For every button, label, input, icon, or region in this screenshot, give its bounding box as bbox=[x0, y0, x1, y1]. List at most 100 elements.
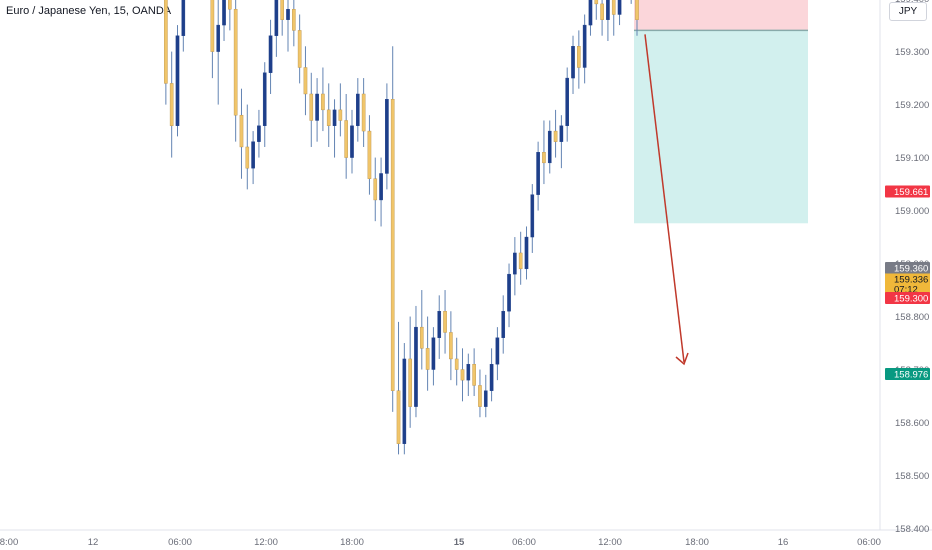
price-badge-label: 159.360 bbox=[894, 264, 928, 275]
candle-body bbox=[472, 364, 476, 386]
candle-body bbox=[338, 109, 343, 121]
candle-body bbox=[489, 364, 494, 391]
candle-body bbox=[390, 99, 395, 391]
y-tick-label: 158.800 bbox=[895, 312, 929, 323]
x-tick-label: 06:00 bbox=[512, 537, 536, 548]
candle-body bbox=[518, 252, 523, 270]
candle-body bbox=[210, 0, 215, 52]
x-tick-label: 12:00 bbox=[254, 537, 278, 548]
candle-body bbox=[274, 0, 279, 36]
candle-body bbox=[286, 8, 290, 20]
y-tick-label: 159.400 bbox=[895, 0, 929, 5]
candle-body bbox=[396, 390, 401, 444]
candle-body bbox=[309, 93, 314, 121]
candle-body bbox=[419, 326, 424, 349]
price-badge bbox=[885, 185, 930, 198]
candle-body bbox=[268, 35, 273, 73]
candle-body bbox=[524, 236, 529, 270]
candle-body bbox=[431, 337, 436, 370]
candle-body bbox=[553, 130, 558, 142]
price-badge-label: 159.661 bbox=[894, 187, 928, 198]
candle-body bbox=[344, 120, 348, 158]
candle-body bbox=[262, 72, 267, 126]
candle-body bbox=[449, 332, 453, 360]
candle-body bbox=[245, 146, 250, 169]
x-tick-label: 15 bbox=[454, 537, 465, 548]
candle-body bbox=[530, 194, 535, 238]
projection-arrow bbox=[644, 34, 685, 363]
x-tick-label: 18:00 bbox=[340, 537, 364, 548]
price-badge bbox=[885, 292, 930, 304]
candle-body bbox=[408, 358, 412, 407]
projection-arrow-head bbox=[675, 352, 689, 366]
y-tick-label: 158.400 bbox=[895, 524, 929, 535]
candle-body bbox=[175, 35, 180, 126]
candle-body bbox=[425, 348, 430, 370]
candle-body bbox=[297, 30, 302, 68]
countdown-label: 07:12 bbox=[894, 285, 918, 296]
y-tick-label: 159.000 bbox=[895, 206, 929, 217]
x-tick-label: 8:00 bbox=[0, 537, 18, 548]
price-badge bbox=[885, 262, 930, 274]
y-tick-label: 159.100 bbox=[895, 153, 929, 164]
candle-body bbox=[507, 273, 511, 312]
y-tick-label: 158.500 bbox=[895, 471, 929, 482]
candle-body bbox=[350, 125, 354, 158]
candle-body bbox=[303, 67, 308, 95]
candle-body bbox=[454, 358, 459, 370]
candle-body bbox=[559, 125, 564, 142]
candle-body bbox=[617, 0, 622, 15]
candle-body bbox=[216, 24, 221, 52]
candle-body bbox=[164, 0, 168, 84]
candle-body bbox=[385, 99, 389, 174]
price-badge-label: 158.976 bbox=[894, 370, 928, 381]
candle-body bbox=[402, 358, 407, 444]
chart-title: Euro / Japanese Yen, 15, OANDA bbox=[6, 5, 172, 17]
y-tick-label: 158.600 bbox=[895, 418, 929, 429]
candle-body bbox=[222, 0, 226, 26]
candle-body bbox=[478, 385, 482, 407]
price-badge bbox=[885, 368, 930, 380]
y-tick-label: 159.300 bbox=[895, 47, 929, 58]
candle-body bbox=[326, 109, 331, 126]
candle-body bbox=[565, 77, 570, 126]
y-tick-label: 159.200 bbox=[895, 100, 929, 111]
candle-body bbox=[315, 93, 319, 121]
x-tick-label: 16 bbox=[778, 537, 789, 548]
currency-button[interactable]: JPY bbox=[889, 2, 927, 21]
candle-body bbox=[542, 152, 546, 164]
candle-body bbox=[361, 93, 366, 132]
candle-body bbox=[239, 114, 244, 148]
candle-body bbox=[443, 311, 447, 333]
candle-body bbox=[501, 311, 506, 338]
x-tick-label: 06:00 bbox=[857, 537, 881, 548]
candle-body bbox=[379, 173, 383, 201]
candle-body bbox=[181, 0, 186, 36]
current-price-badge bbox=[885, 273, 930, 296]
candle-body bbox=[513, 252, 517, 275]
candle-body bbox=[414, 326, 418, 407]
price-badge-label: 159.300 bbox=[894, 294, 928, 305]
candle-body bbox=[251, 141, 255, 169]
candle-body bbox=[466, 364, 471, 381]
candle-body bbox=[582, 24, 587, 68]
candle-body bbox=[606, 0, 610, 20]
current-price-label: 159.336 bbox=[894, 275, 928, 286]
candle-body bbox=[600, 3, 604, 20]
candle-body bbox=[367, 130, 372, 179]
candle-body bbox=[373, 178, 378, 201]
zone-target bbox=[634, 30, 808, 224]
candle-body bbox=[588, 0, 593, 26]
candle-body bbox=[547, 130, 552, 164]
candle-body bbox=[292, 8, 296, 31]
candle-body bbox=[483, 390, 488, 407]
x-tick-label: 18:00 bbox=[685, 537, 709, 548]
candle-body bbox=[437, 311, 442, 338]
candle-body bbox=[594, 0, 599, 5]
candle-body bbox=[460, 369, 465, 381]
x-tick-label: 12 bbox=[88, 537, 99, 548]
zone-stop bbox=[634, 0, 808, 31]
candle-body bbox=[228, 0, 232, 10]
candle-body bbox=[257, 125, 261, 142]
